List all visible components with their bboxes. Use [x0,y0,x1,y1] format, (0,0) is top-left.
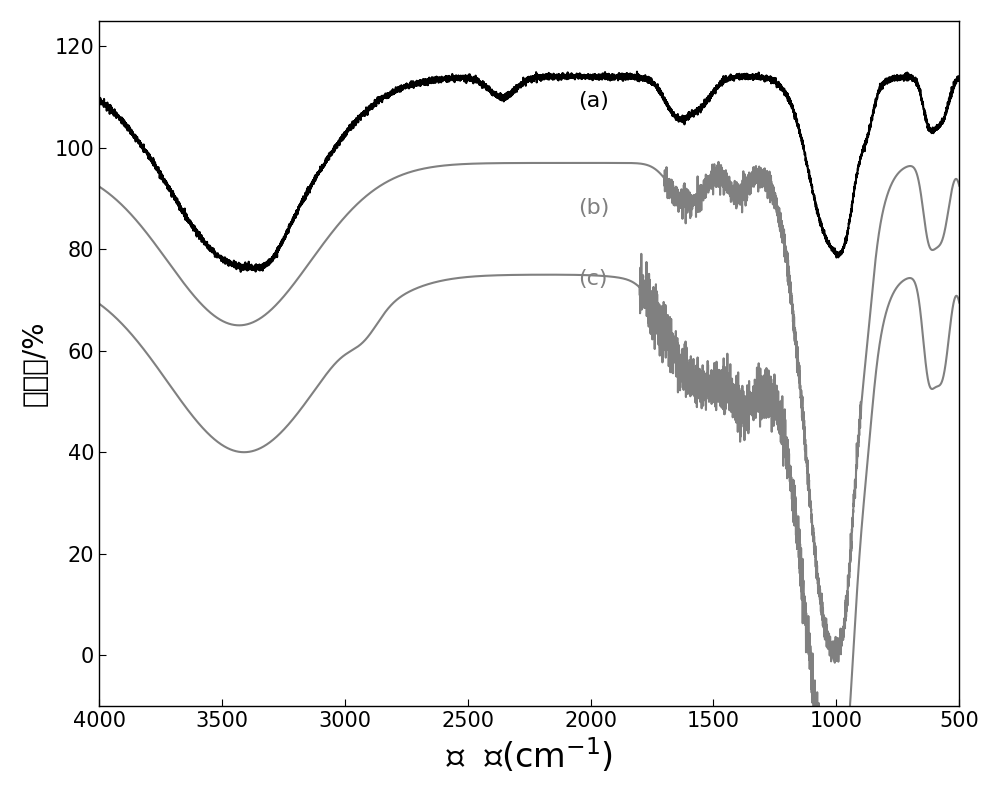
X-axis label: 波  数(cm$^{-1}$): 波 数(cm$^{-1}$) [446,736,613,775]
Text: (c): (c) [578,269,608,289]
Text: (a): (a) [578,91,609,111]
Text: (b): (b) [578,197,610,217]
Y-axis label: 透光率/%: 透光率/% [21,321,49,406]
